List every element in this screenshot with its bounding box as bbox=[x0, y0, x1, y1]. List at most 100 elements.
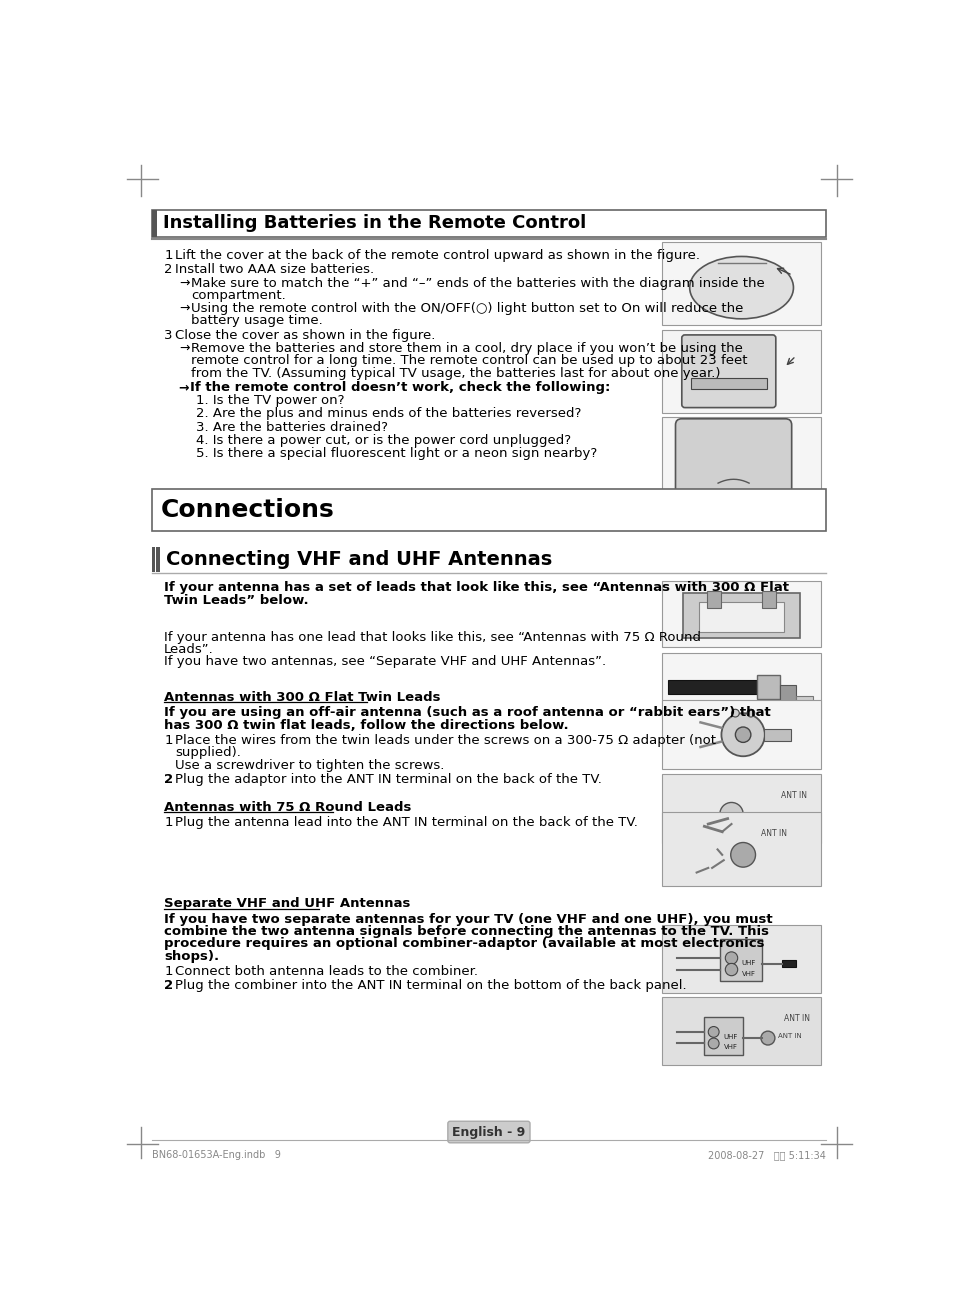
Bar bbox=[661, 418, 821, 500]
Bar bbox=[703, 1017, 742, 1055]
Bar bbox=[661, 700, 821, 769]
Bar bbox=[690, 379, 765, 389]
Text: ANT IN: ANT IN bbox=[783, 1014, 809, 1023]
Bar bbox=[661, 812, 821, 886]
Circle shape bbox=[731, 709, 739, 717]
Circle shape bbox=[730, 842, 755, 867]
Circle shape bbox=[760, 1031, 774, 1045]
FancyBboxPatch shape bbox=[447, 1121, 530, 1142]
Circle shape bbox=[720, 803, 742, 825]
Text: VHF: VHF bbox=[723, 1044, 737, 1051]
Text: 1: 1 bbox=[164, 816, 172, 829]
Circle shape bbox=[746, 709, 754, 717]
Circle shape bbox=[707, 1038, 719, 1049]
Circle shape bbox=[707, 1027, 719, 1038]
Text: shops).: shops). bbox=[164, 950, 219, 963]
Text: Antennas with 75 Ω Round Leads: Antennas with 75 Ω Round Leads bbox=[164, 800, 411, 814]
Bar bbox=[152, 210, 825, 237]
Text: 2. Are the plus and minus ends of the batteries reversed?: 2. Are the plus and minus ends of the ba… bbox=[195, 407, 580, 421]
Text: battery usage time.: battery usage time. bbox=[192, 314, 323, 328]
Text: ANT IN: ANT IN bbox=[760, 829, 786, 838]
Bar bbox=[661, 582, 821, 647]
Text: Connect both antenna leads to the combiner.: Connect both antenna leads to the combin… bbox=[174, 965, 477, 979]
Text: Using the remote control with the ON/OFF(○) light button set to On will reduce t: Using the remote control with the ON/OFF… bbox=[192, 303, 743, 314]
Text: combine the two antenna signals before connecting the antennas to the TV. This: combine the two antenna signals before c… bbox=[164, 925, 768, 938]
Text: compartment.: compartment. bbox=[192, 290, 286, 301]
Text: Twin Leads” below.: Twin Leads” below. bbox=[164, 593, 309, 607]
Text: →: → bbox=[178, 381, 189, 394]
Text: If you have two separate antennas for your TV (one VHF and one UHF), you must: If you have two separate antennas for yo… bbox=[164, 913, 772, 926]
Circle shape bbox=[735, 727, 750, 743]
Text: Connecting VHF and UHF Antennas: Connecting VHF and UHF Antennas bbox=[166, 550, 552, 569]
Text: Close the cover as shown in the figure.: Close the cover as shown in the figure. bbox=[174, 329, 435, 342]
Text: 1: 1 bbox=[164, 965, 172, 979]
Text: Installing Batteries in the Remote Control: Installing Batteries in the Remote Contr… bbox=[162, 215, 585, 232]
Text: 2: 2 bbox=[164, 773, 173, 786]
Bar bbox=[661, 997, 821, 1065]
Bar bbox=[763, 728, 790, 741]
Text: 1: 1 bbox=[164, 249, 172, 262]
Text: ANT IN: ANT IN bbox=[781, 791, 806, 800]
Text: 2: 2 bbox=[164, 979, 173, 992]
Circle shape bbox=[720, 713, 764, 756]
Bar bbox=[757, 676, 780, 698]
Bar bbox=[795, 696, 812, 706]
Bar bbox=[661, 774, 821, 844]
Text: 2: 2 bbox=[164, 263, 172, 276]
Bar bbox=[661, 654, 821, 718]
Text: Lift the cover at the back of the remote control upward as shown in the figure.: Lift the cover at the back of the remote… bbox=[174, 249, 700, 262]
Bar bbox=[152, 489, 825, 532]
Text: UHF: UHF bbox=[723, 1034, 738, 1040]
Text: procedure requires an optional combiner-adaptor (available at most electronics: procedure requires an optional combiner-… bbox=[164, 937, 764, 950]
Text: ANT IN: ANT IN bbox=[778, 1034, 801, 1039]
Text: VHF: VHF bbox=[740, 971, 755, 977]
Bar bbox=[661, 242, 821, 325]
Text: If your antenna has a set of leads that look like this, see “Antennas with 300 Ω: If your antenna has a set of leads that … bbox=[164, 582, 788, 595]
Circle shape bbox=[724, 963, 737, 976]
Text: If you have two antennas, see “Separate VHF and UHF Antennas”.: If you have two antennas, see “Separate … bbox=[164, 655, 606, 668]
Text: 1: 1 bbox=[164, 734, 172, 747]
Text: has 300 Ω twin flat leads, follow the directions below.: has 300 Ω twin flat leads, follow the di… bbox=[164, 718, 568, 731]
Text: →: → bbox=[179, 342, 190, 355]
Bar bbox=[661, 330, 821, 413]
Text: Plug the combiner into the ANT IN terminal on the bottom of the back panel.: Plug the combiner into the ANT IN termin… bbox=[174, 979, 686, 992]
Text: 1. Is the TV power on?: 1. Is the TV power on? bbox=[195, 394, 344, 407]
Text: Plug the antenna lead into the ANT IN terminal on the back of the TV.: Plug the antenna lead into the ANT IN te… bbox=[174, 816, 638, 829]
Text: Use a screwdriver to tighten the screws.: Use a screwdriver to tighten the screws. bbox=[174, 758, 444, 772]
Text: Install two AAA size batteries.: Install two AAA size batteries. bbox=[174, 263, 374, 276]
Text: BN68-01653A-Eng.indb   9: BN68-01653A-Eng.indb 9 bbox=[152, 1150, 280, 1161]
Text: Make sure to match the “+” and “–” ends of the batteries with the diagram inside: Make sure to match the “+” and “–” ends … bbox=[192, 276, 764, 290]
Bar bbox=[780, 685, 795, 702]
Text: Connections: Connections bbox=[161, 498, 335, 523]
Text: Leads”.: Leads”. bbox=[164, 643, 213, 656]
Bar bbox=[152, 210, 157, 237]
Bar bbox=[706, 592, 720, 608]
Text: If you are using an off-air antenna (such as a roof antenna or “rabbit ears”) th: If you are using an off-air antenna (suc… bbox=[164, 706, 770, 719]
Text: from the TV. (Assuming typical TV usage, the batteries last for about one year.): from the TV. (Assuming typical TV usage,… bbox=[192, 367, 720, 380]
Bar bbox=[156, 546, 159, 572]
Circle shape bbox=[724, 952, 737, 964]
Text: Place the wires from the twin leads under the screws on a 300-75 Ω adapter (not: Place the wires from the twin leads unde… bbox=[174, 734, 716, 747]
Text: Antennas with 300 Ω Flat Twin Leads: Antennas with 300 Ω Flat Twin Leads bbox=[164, 690, 440, 703]
Text: 2008-08-27   오후 5:11:34: 2008-08-27 오후 5:11:34 bbox=[707, 1150, 825, 1161]
Text: Plug the adaptor into the ANT IN terminal on the back of the TV.: Plug the adaptor into the ANT IN termina… bbox=[174, 773, 601, 786]
Bar bbox=[682, 593, 799, 638]
Text: Separate VHF and UHF Antennas: Separate VHF and UHF Antennas bbox=[164, 897, 410, 910]
Text: 3: 3 bbox=[164, 329, 172, 342]
Bar bbox=[761, 592, 776, 608]
Text: Remove the batteries and store them in a cool, dry place if you won’t be using t: Remove the batteries and store them in a… bbox=[192, 342, 742, 355]
Bar bbox=[720, 939, 761, 981]
Bar bbox=[667, 680, 757, 694]
Text: UHF: UHF bbox=[740, 960, 755, 967]
Text: English - 9: English - 9 bbox=[452, 1125, 525, 1138]
FancyBboxPatch shape bbox=[675, 419, 791, 499]
Text: If your antenna has one lead that looks like this, see “Antennas with 75 Ω Round: If your antenna has one lead that looks … bbox=[164, 630, 700, 643]
Text: supplied).: supplied). bbox=[174, 747, 241, 760]
Text: 3. Are the batteries drained?: 3. Are the batteries drained? bbox=[195, 421, 388, 434]
Text: 4. Is there a power cut, or is the power cord unplugged?: 4. Is there a power cut, or is the power… bbox=[195, 434, 571, 447]
Text: →: → bbox=[179, 276, 190, 290]
Bar bbox=[699, 603, 783, 631]
Text: →: → bbox=[179, 303, 190, 314]
Text: If the remote control doesn’t work, check the following:: If the remote control doesn’t work, chec… bbox=[190, 381, 610, 394]
FancyBboxPatch shape bbox=[681, 335, 775, 407]
